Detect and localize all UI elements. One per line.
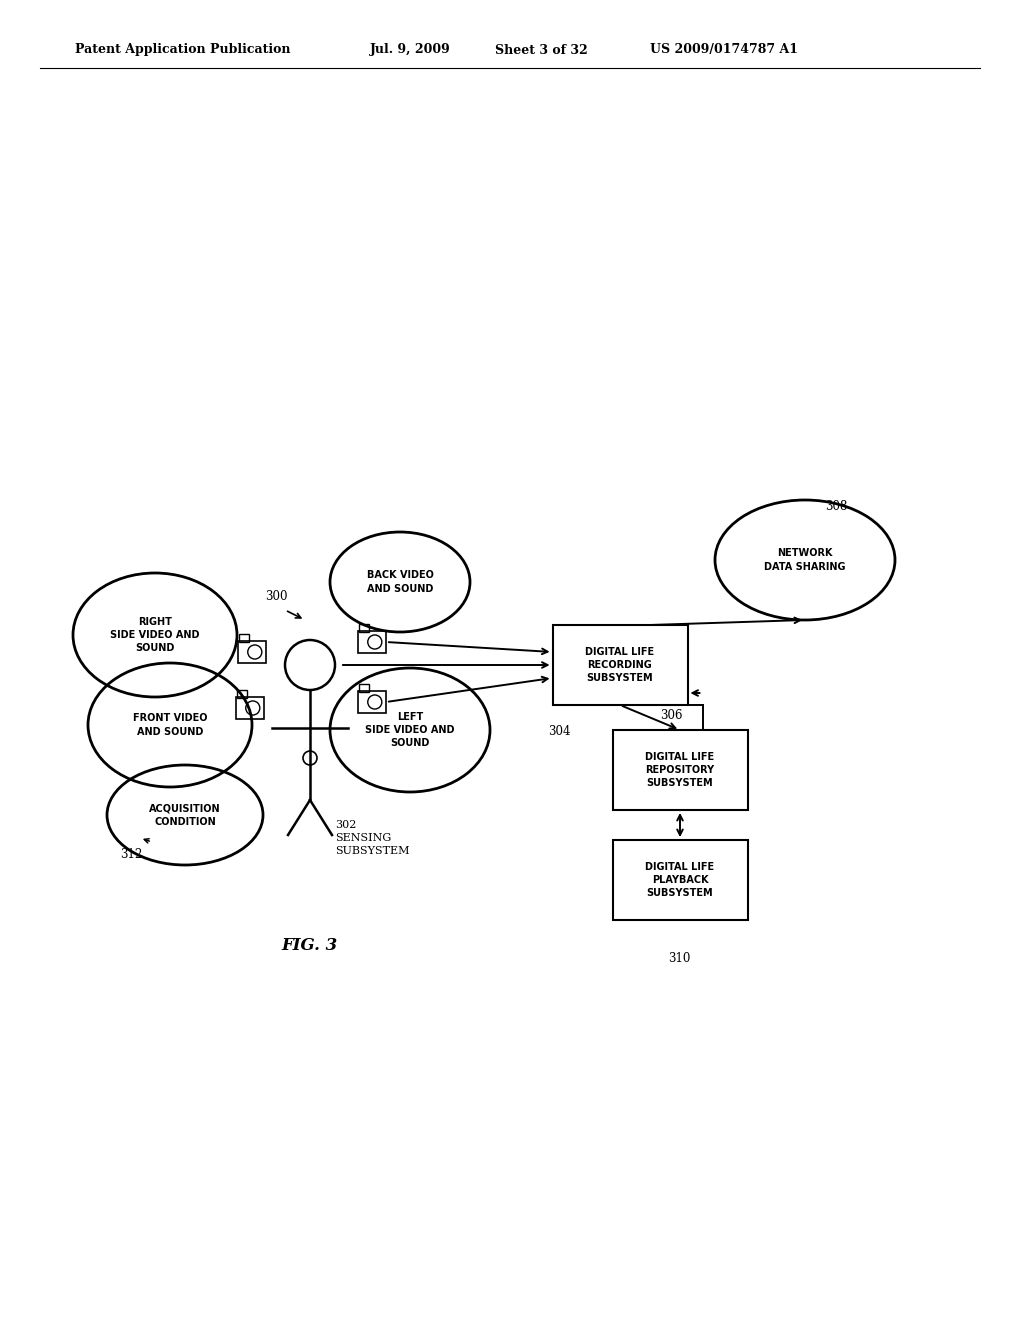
Text: 302
SENSING
SUBSYSTEM: 302 SENSING SUBSYSTEM bbox=[335, 820, 410, 857]
Text: RIGHT
SIDE VIDEO AND
SOUND: RIGHT SIDE VIDEO AND SOUND bbox=[111, 616, 200, 653]
Bar bbox=[359, 624, 370, 632]
Text: 306: 306 bbox=[660, 709, 683, 722]
Bar bbox=[236, 697, 264, 719]
Text: FIG. 3: FIG. 3 bbox=[282, 937, 338, 954]
Text: US 2009/0174787 A1: US 2009/0174787 A1 bbox=[650, 44, 798, 57]
Text: 308: 308 bbox=[825, 500, 848, 513]
Text: DIGITAL LIFE
PLAYBACK
SUBSYSTEM: DIGITAL LIFE PLAYBACK SUBSYSTEM bbox=[645, 862, 715, 898]
Text: BACK VIDEO
AND SOUND: BACK VIDEO AND SOUND bbox=[367, 570, 433, 594]
Bar bbox=[238, 690, 247, 698]
Text: 312: 312 bbox=[120, 847, 142, 861]
Text: DIGITAL LIFE
RECORDING
SUBSYSTEM: DIGITAL LIFE RECORDING SUBSYSTEM bbox=[586, 647, 654, 684]
Text: Patent Application Publication: Patent Application Publication bbox=[75, 44, 291, 57]
Bar bbox=[612, 840, 748, 920]
Text: 304: 304 bbox=[548, 725, 570, 738]
Bar bbox=[358, 631, 386, 653]
Text: NETWORK
DATA SHARING: NETWORK DATA SHARING bbox=[764, 548, 846, 572]
Text: LEFT
SIDE VIDEO AND
SOUND: LEFT SIDE VIDEO AND SOUND bbox=[366, 711, 455, 748]
Text: 300: 300 bbox=[265, 590, 288, 603]
Bar bbox=[238, 642, 266, 663]
Bar bbox=[240, 634, 249, 642]
Bar bbox=[553, 624, 687, 705]
Bar bbox=[612, 730, 748, 810]
Text: Sheet 3 of 32: Sheet 3 of 32 bbox=[495, 44, 588, 57]
Text: DIGITAL LIFE
REPOSITORY
SUBSYSTEM: DIGITAL LIFE REPOSITORY SUBSYSTEM bbox=[645, 752, 715, 788]
Bar bbox=[358, 690, 386, 713]
Text: 310: 310 bbox=[668, 952, 690, 965]
Text: FRONT VIDEO
AND SOUND: FRONT VIDEO AND SOUND bbox=[133, 713, 207, 737]
Text: Jul. 9, 2009: Jul. 9, 2009 bbox=[370, 44, 451, 57]
Bar bbox=[359, 684, 370, 692]
Text: ACQUISITION
CONDITION: ACQUISITION CONDITION bbox=[150, 804, 221, 826]
